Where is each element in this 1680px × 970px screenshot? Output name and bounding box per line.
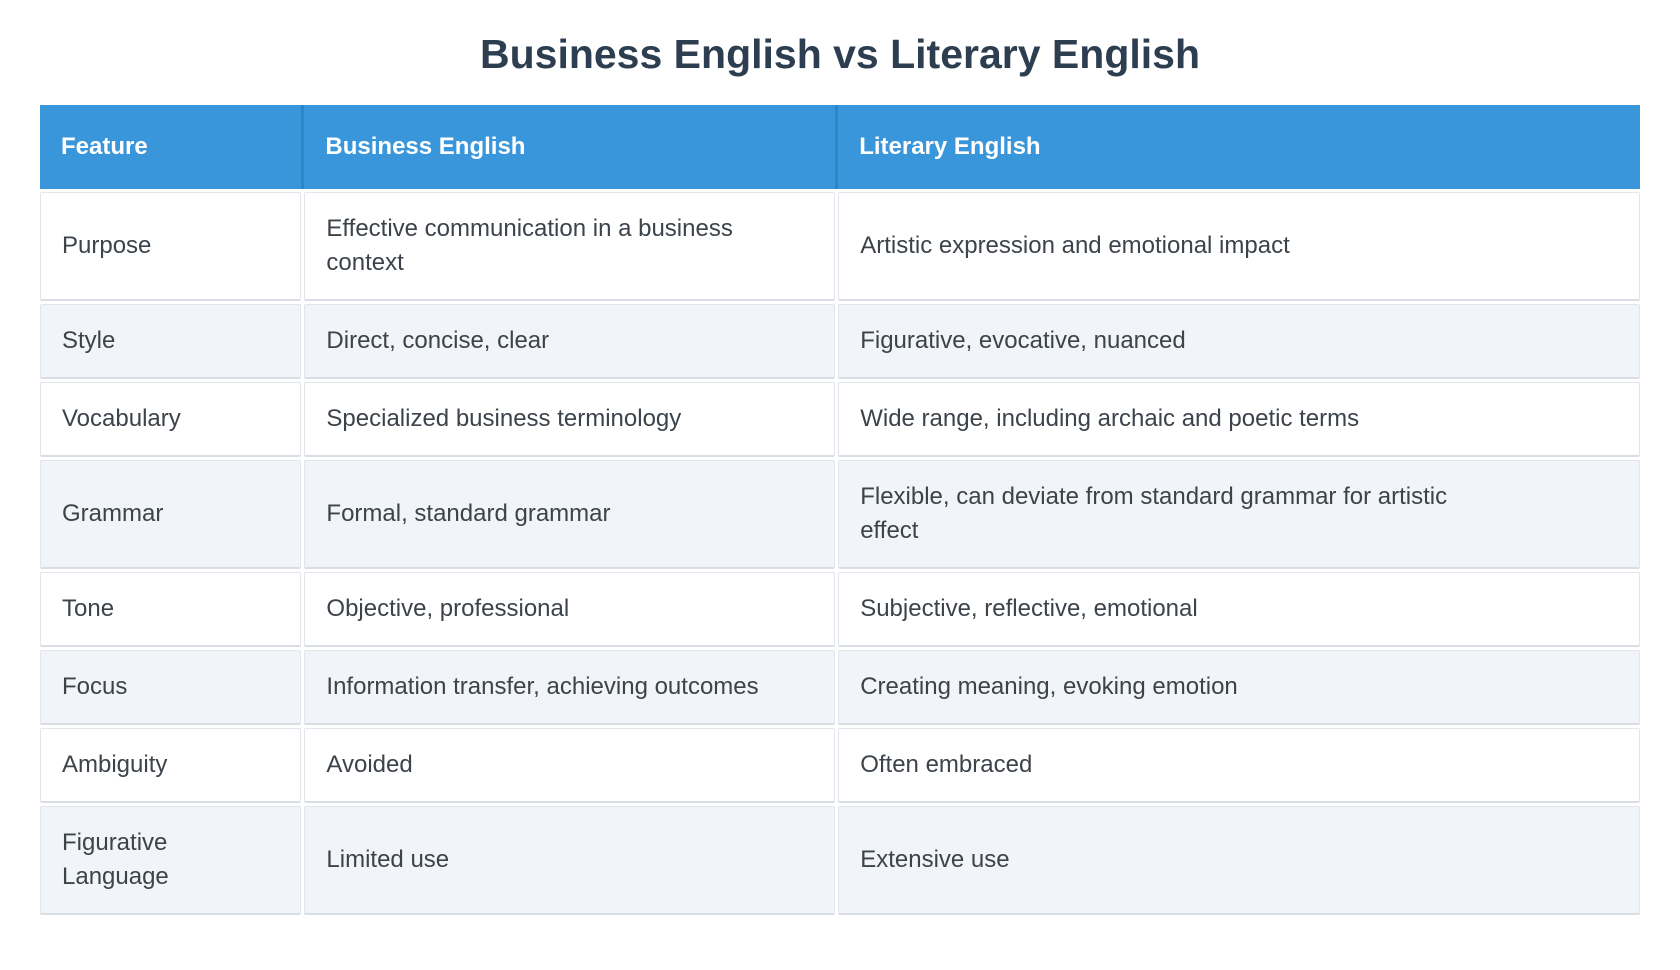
feature-cell: Purpose xyxy=(40,192,302,301)
business-cell: Avoided xyxy=(304,728,836,803)
feature-cell: Grammar xyxy=(40,460,302,569)
page-title: Business English vs Literary English xyxy=(479,31,1200,77)
literary-cell: Extensive use xyxy=(838,806,1640,915)
feature-cell: Tone xyxy=(40,572,302,647)
business-cell: Information transfer, achieving outcomes xyxy=(304,650,836,725)
table-row: Style Direct, concise, clear Figurative,… xyxy=(40,304,1640,379)
business-cell: Formal, standard grammar xyxy=(304,460,836,569)
comparison-table: Feature Business English Literary Englis… xyxy=(37,102,1643,918)
table-row: Grammar Formal, standard grammar Flexibl… xyxy=(40,460,1640,569)
business-cell: Limited use xyxy=(304,806,836,915)
header-row: Feature Business English Literary Englis… xyxy=(40,105,1640,189)
table-row: Ambiguity Avoided Often embraced xyxy=(40,728,1640,803)
feature-cell: Vocabulary xyxy=(40,382,302,457)
column-header-feature: Feature xyxy=(40,105,302,189)
literary-cell: Artistic expression and emotional impact xyxy=(838,192,1640,301)
feature-cell: Focus xyxy=(40,650,302,725)
literary-cell: Flexible, can deviate from standard gram… xyxy=(838,460,1640,569)
column-header-literary-english: Literary English xyxy=(838,105,1640,189)
literary-cell: Subjective, reflective, emotional xyxy=(838,572,1640,647)
feature-cell: Figurative Language xyxy=(40,806,302,915)
literary-cell: Often embraced xyxy=(838,728,1640,803)
business-cell: Direct, concise, clear xyxy=(304,304,836,379)
literary-cell: Creating meaning, evoking emotion xyxy=(838,650,1640,725)
table-row: Figurative Language Limited use Extensiv… xyxy=(40,806,1640,915)
business-cell: Specialized business terminology xyxy=(304,382,836,457)
business-cell: Effective communication in a business co… xyxy=(304,192,836,301)
table-row: Purpose Effective communication in a bus… xyxy=(40,192,1640,301)
business-cell: Objective, professional xyxy=(304,572,836,647)
table-row: Vocabulary Specialized business terminol… xyxy=(40,382,1640,457)
feature-cell: Style xyxy=(40,304,302,379)
column-header-business-english: Business English xyxy=(304,105,836,189)
literary-cell: Wide range, including archaic and poetic… xyxy=(838,382,1640,457)
literary-cell: Figurative, evocative, nuanced xyxy=(838,304,1640,379)
feature-cell: Ambiguity xyxy=(40,728,302,803)
table-row: Focus Information transfer, achieving ou… xyxy=(40,650,1640,725)
table-row: Tone Objective, professional Subjective,… xyxy=(40,572,1640,647)
